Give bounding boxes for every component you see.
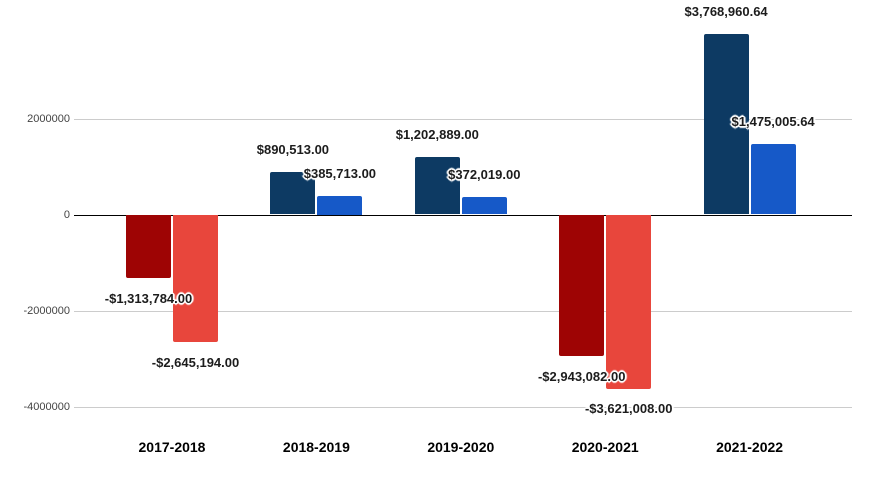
value-label: $385,713.00 — [303, 166, 377, 181]
value-label: $3,768,960.64 — [684, 3, 768, 19]
x-axis-line — [74, 215, 852, 216]
y-tick-label: 0 — [63, 209, 70, 221]
value-label: $1,475,005.64 — [731, 113, 815, 129]
gridline — [74, 311, 852, 312]
bar-series-1-2017-2018[interactable] — [126, 215, 171, 279]
x-axis-label: 2021-2022 — [716, 439, 784, 455]
x-axis-label: 2018-2019 — [282, 439, 350, 455]
bar-series-2-2021-2022[interactable] — [750, 143, 796, 215]
value-label: -$1,313,784.00 — [104, 290, 193, 306]
bar-series-2-2017-2018[interactable] — [173, 215, 218, 342]
bar-series-2-2020-2021[interactable] — [606, 215, 652, 389]
bar-series-1-2018-2019[interactable] — [270, 171, 316, 215]
x-axis-label: 2017-2018 — [138, 439, 206, 455]
value-label: $372,019.00 — [448, 166, 521, 182]
bar-series-1-2021-2022[interactable] — [703, 33, 749, 215]
x-axis-label: 2020-2021 — [571, 439, 639, 455]
bar-series-1-2019-2020[interactable] — [414, 156, 460, 215]
value-label: -$3,621,008.00 — [584, 401, 673, 417]
gridline — [74, 119, 852, 120]
bar-series-2-2018-2019[interactable] — [317, 196, 363, 215]
bar-series-1-2020-2021[interactable] — [559, 215, 605, 357]
y-tick-label: -2000000 — [23, 305, 71, 317]
value-label: $890,513.00 — [256, 141, 330, 157]
x-axis-label: 2019-2020 — [427, 439, 495, 455]
y-tick-label: -4000000 — [23, 401, 71, 413]
y-tick-label: 2000000 — [27, 113, 70, 125]
value-label: -$2,645,194.00 — [151, 354, 240, 370]
gridline — [74, 407, 852, 408]
value-label: -$2,943,082.00 — [537, 368, 626, 384]
bar-series-2-2019-2020[interactable] — [461, 196, 507, 215]
value-label: $1,202,889.00 — [395, 126, 479, 142]
